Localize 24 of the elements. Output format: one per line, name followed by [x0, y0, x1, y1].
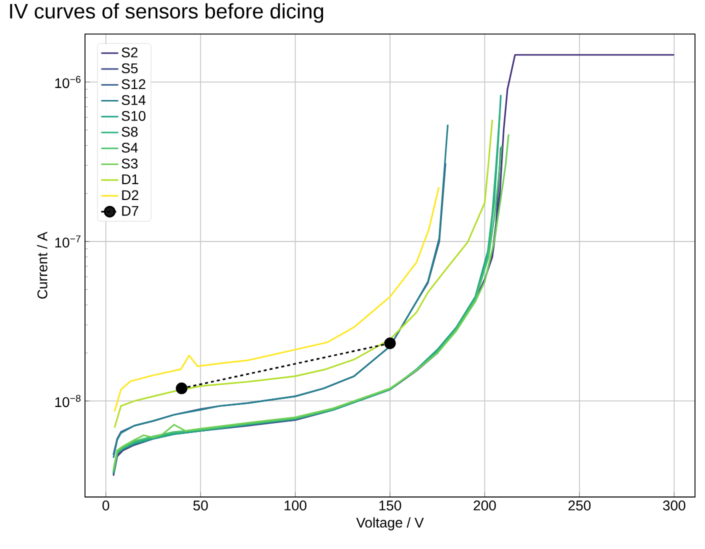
y-tick-label: 10$^{−7}$ [55, 235, 80, 248]
x-tick-label: 0 [102, 500, 110, 510]
legend-label: S8 [122, 126, 138, 137]
x-axis-title: Voltage / V [356, 517, 424, 530]
legend-label: S2 [122, 47, 138, 58]
x-tick-label: 250 [568, 500, 591, 510]
legend-label: S3 [122, 158, 138, 169]
x-tick-label: 100 [284, 500, 306, 510]
x-tick-label: 200 [474, 500, 496, 510]
legend-label: S14 [122, 95, 146, 106]
chart-title: IV curves of sensors before dicing [10, 3, 324, 23]
legend-label: D7 [122, 206, 138, 216]
y-tick-label: 10$^{−6}$ [55, 76, 81, 88]
legend-label: S12 [122, 79, 146, 90]
x-tick-label: 50 [193, 500, 208, 510]
y-tick-label: 10$^{−8}$ [55, 394, 81, 408]
legend-label: S10 [122, 110, 146, 121]
x-tick-label: 300 [663, 500, 686, 510]
y-axis-title: Current / A [37, 232, 48, 299]
legend-label: D1 [122, 174, 138, 184]
legend-label: D2 [122, 190, 138, 200]
legend-label: S4 [122, 142, 138, 153]
x-tick-label: 150 [379, 500, 402, 510]
legend-label: S5 [122, 63, 138, 74]
